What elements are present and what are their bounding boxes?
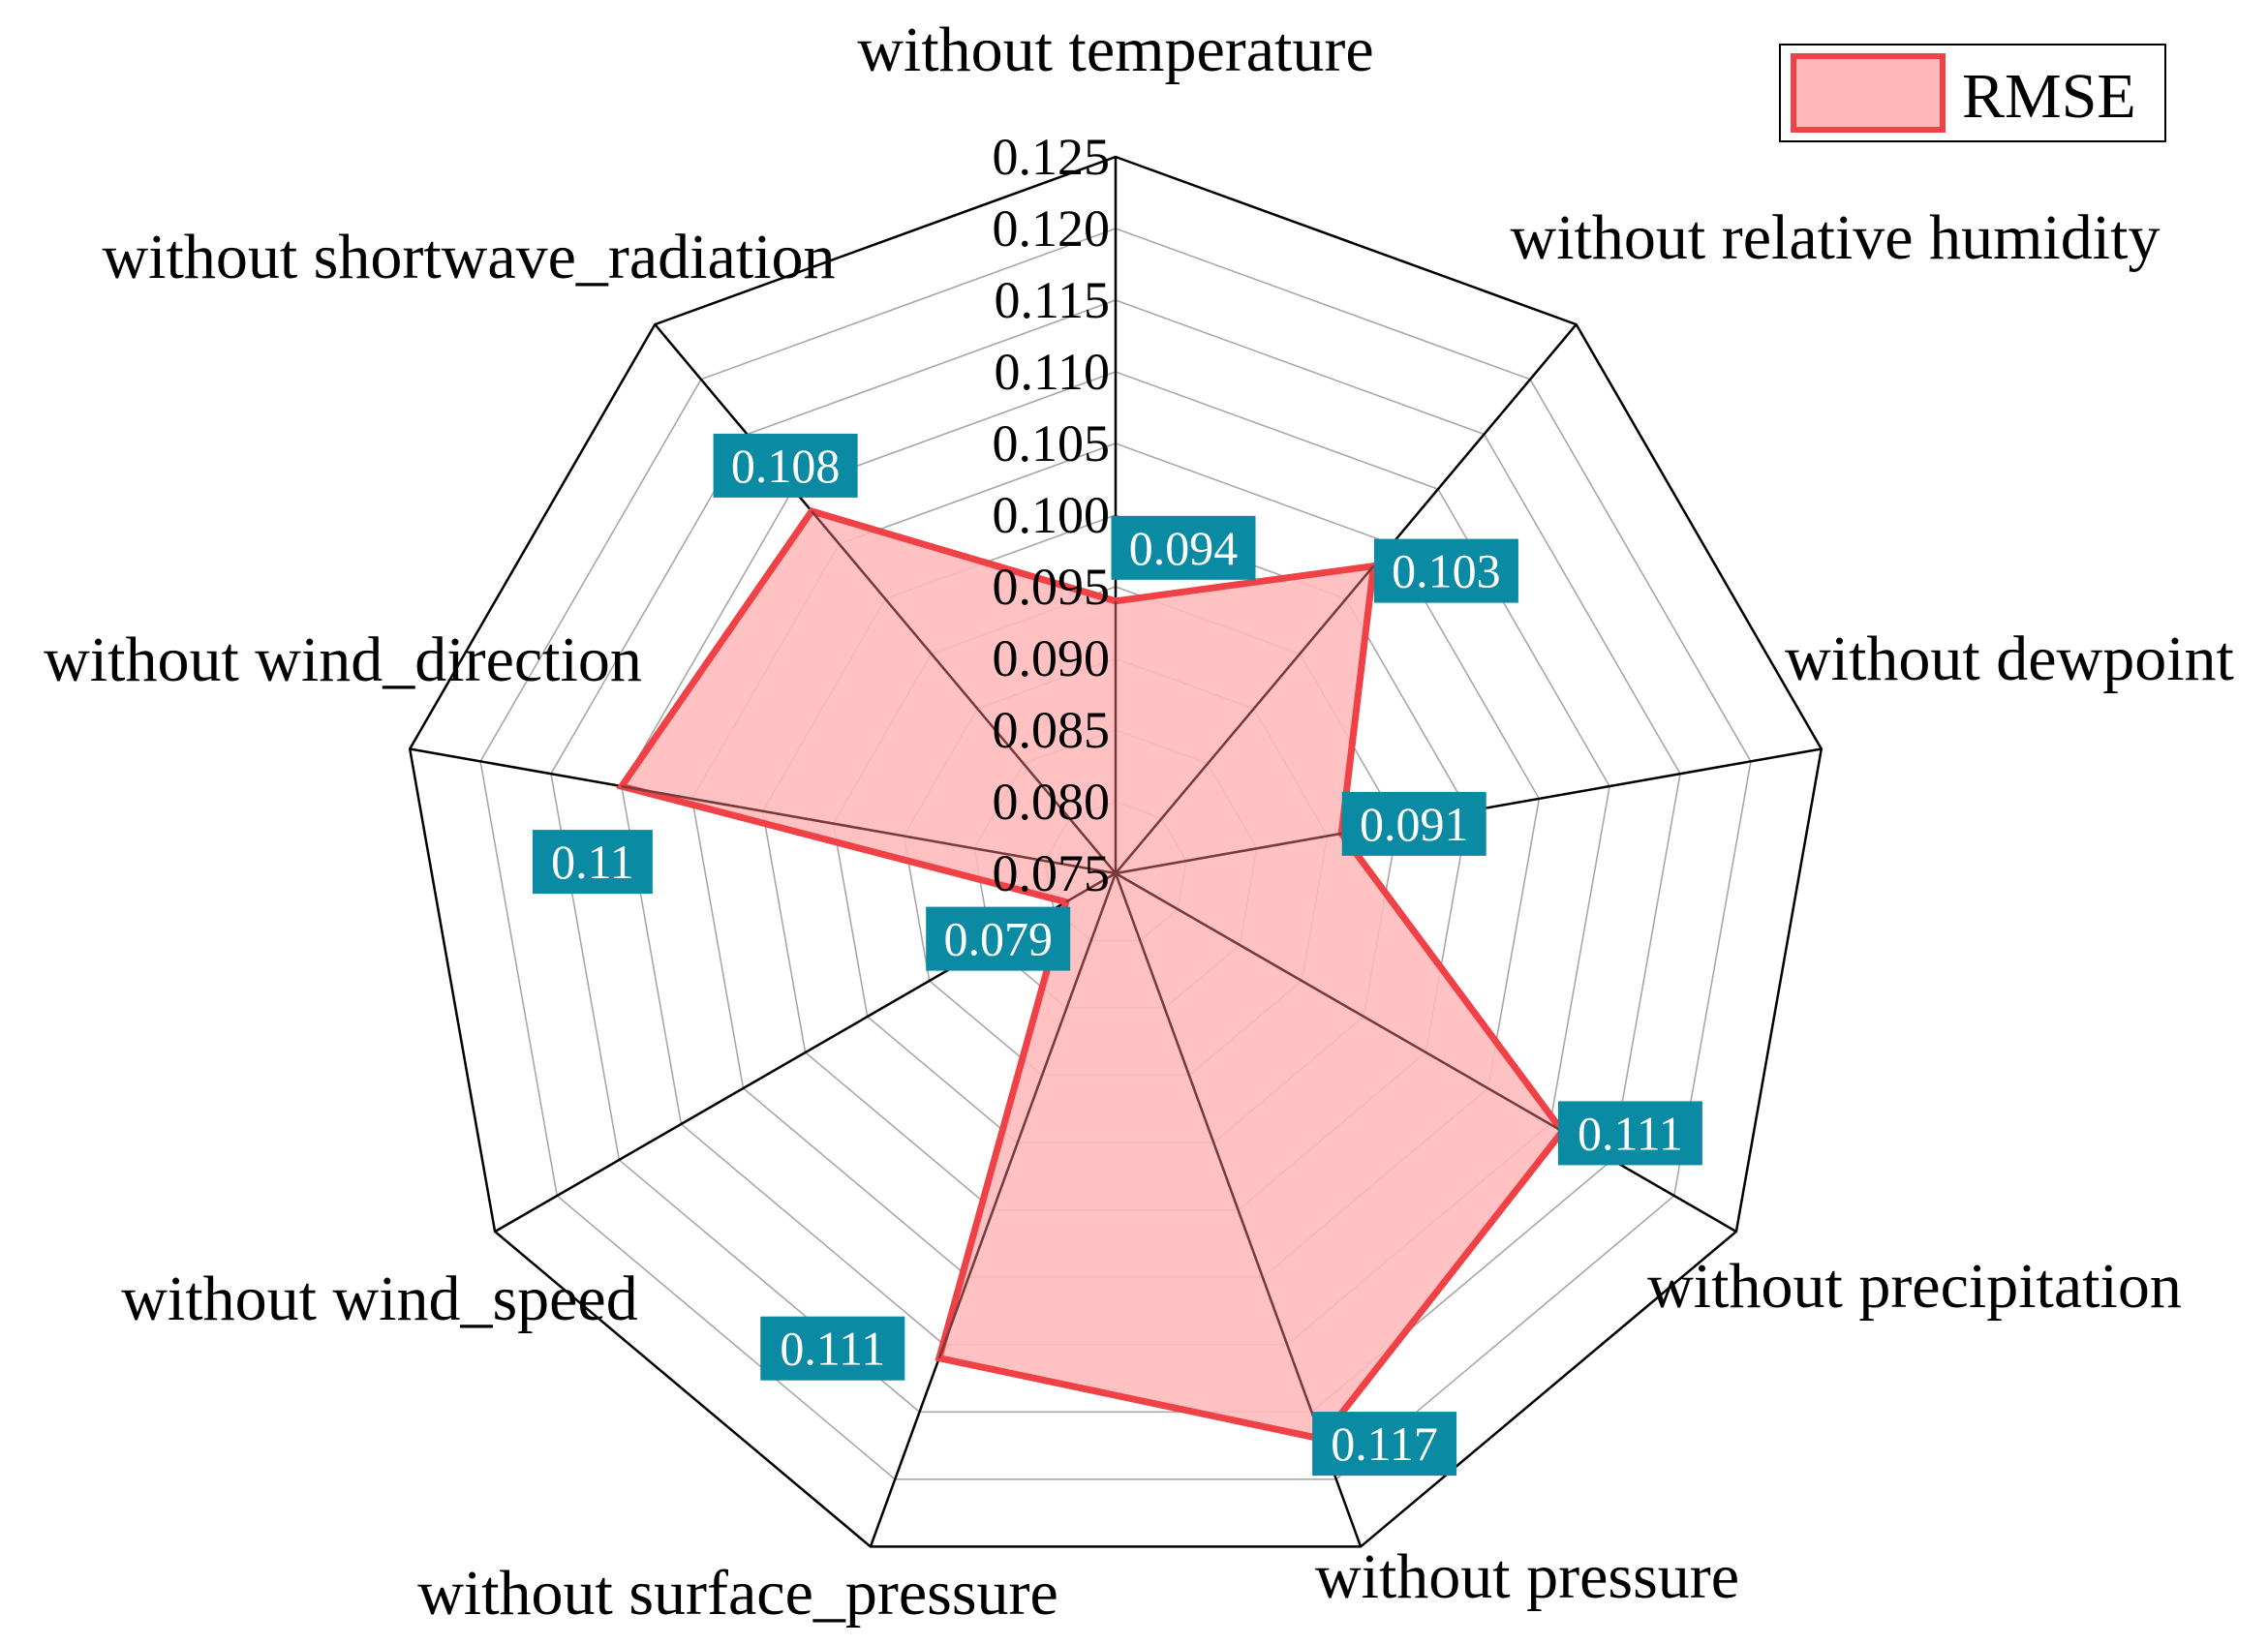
category-labels-layer: without temperature without relative humi…: [44, 15, 2234, 1629]
category-label: without wind_speed: [121, 1264, 637, 1334]
category-label: without wind_direction: [44, 624, 642, 695]
data-label-box: [1341, 791, 1486, 856]
radial-tick-label: 0.080: [993, 773, 1111, 831]
spoke-overlay: [937, 872, 1118, 1359]
spoke-overlay: [1115, 871, 1564, 1133]
data-label-box: [760, 1316, 905, 1381]
radial-tick-label: 0.095: [993, 558, 1111, 616]
data-labels-layer: 0.094 0.103 0.091 0.111 0.117 0.111 0.079 0.11 0…: [532, 433, 1702, 1477]
legend: RMSE: [1779, 44, 2166, 142]
spoke-overlay: [1065, 871, 1117, 903]
radial-tick-label: 0.115: [995, 271, 1111, 329]
ticks-layer: 0.075 0.080 0.085 0.090 0.095 0.100 0.105 0.110…: [993, 128, 1111, 902]
data-label: 0.091: [1360, 797, 1469, 851]
data-label-box: [1557, 1101, 1702, 1166]
category-label: without dewpoint: [1785, 624, 2234, 694]
data-label: 0.094: [1129, 521, 1239, 575]
data-label-box: [1111, 515, 1256, 580]
radial-tick-label: 0.085: [993, 701, 1111, 759]
data-label: 0.117: [1331, 1417, 1438, 1471]
spoke-overlay: [621, 784, 1117, 875]
legend-swatch: [1791, 53, 1946, 133]
spoke-overlay: [1115, 564, 1375, 874]
legend-label: RMSE: [1962, 61, 2136, 132]
radial-tick-label: 0.100: [993, 486, 1111, 544]
radial-tick-label: 0.105: [993, 414, 1111, 472]
data-label-box: [1312, 1412, 1457, 1477]
data-label: 0.103: [1392, 544, 1501, 598]
spoke-overlay: [1114, 872, 1323, 1440]
data-label: 0.11: [551, 835, 634, 889]
data-label-box: [926, 906, 1071, 971]
radial-tick-label: 0.075: [993, 844, 1111, 902]
data-label: 0.079: [943, 912, 1053, 966]
category-label: without shortwave_radiation: [102, 222, 835, 292]
category-label: without precipitation: [1647, 1251, 2182, 1322]
data-label: 0.108: [731, 439, 841, 493]
grid-ring: [408, 155, 1824, 1548]
series-area-rmse: [616, 506, 1567, 1443]
data-label: 0.111: [780, 1322, 885, 1376]
radial-tick-label: 0.110: [995, 343, 1111, 401]
radial-tick-label: 0.120: [993, 199, 1111, 258]
spoke-overlay: [1115, 832, 1342, 875]
data-label-box: [1373, 538, 1518, 603]
radial-tick-label: 0.090: [993, 629, 1111, 687]
data-label: 0.111: [1578, 1106, 1683, 1160]
series-layer: [616, 506, 1567, 1443]
radial-tick-label: 0.125: [993, 128, 1111, 186]
category-label: without temperature: [857, 15, 1373, 85]
category-label: without relative humidity: [1511, 202, 2161, 273]
grid-ring: [550, 299, 1681, 1414]
data-label-box: [532, 830, 653, 895]
category-label: without pressure: [1315, 1541, 1739, 1612]
category-label: without surface_pressure: [417, 1558, 1058, 1629]
spoke-overlay: [811, 510, 1117, 874]
grid-ring: [479, 228, 1752, 1480]
data-label-box: [713, 433, 858, 498]
